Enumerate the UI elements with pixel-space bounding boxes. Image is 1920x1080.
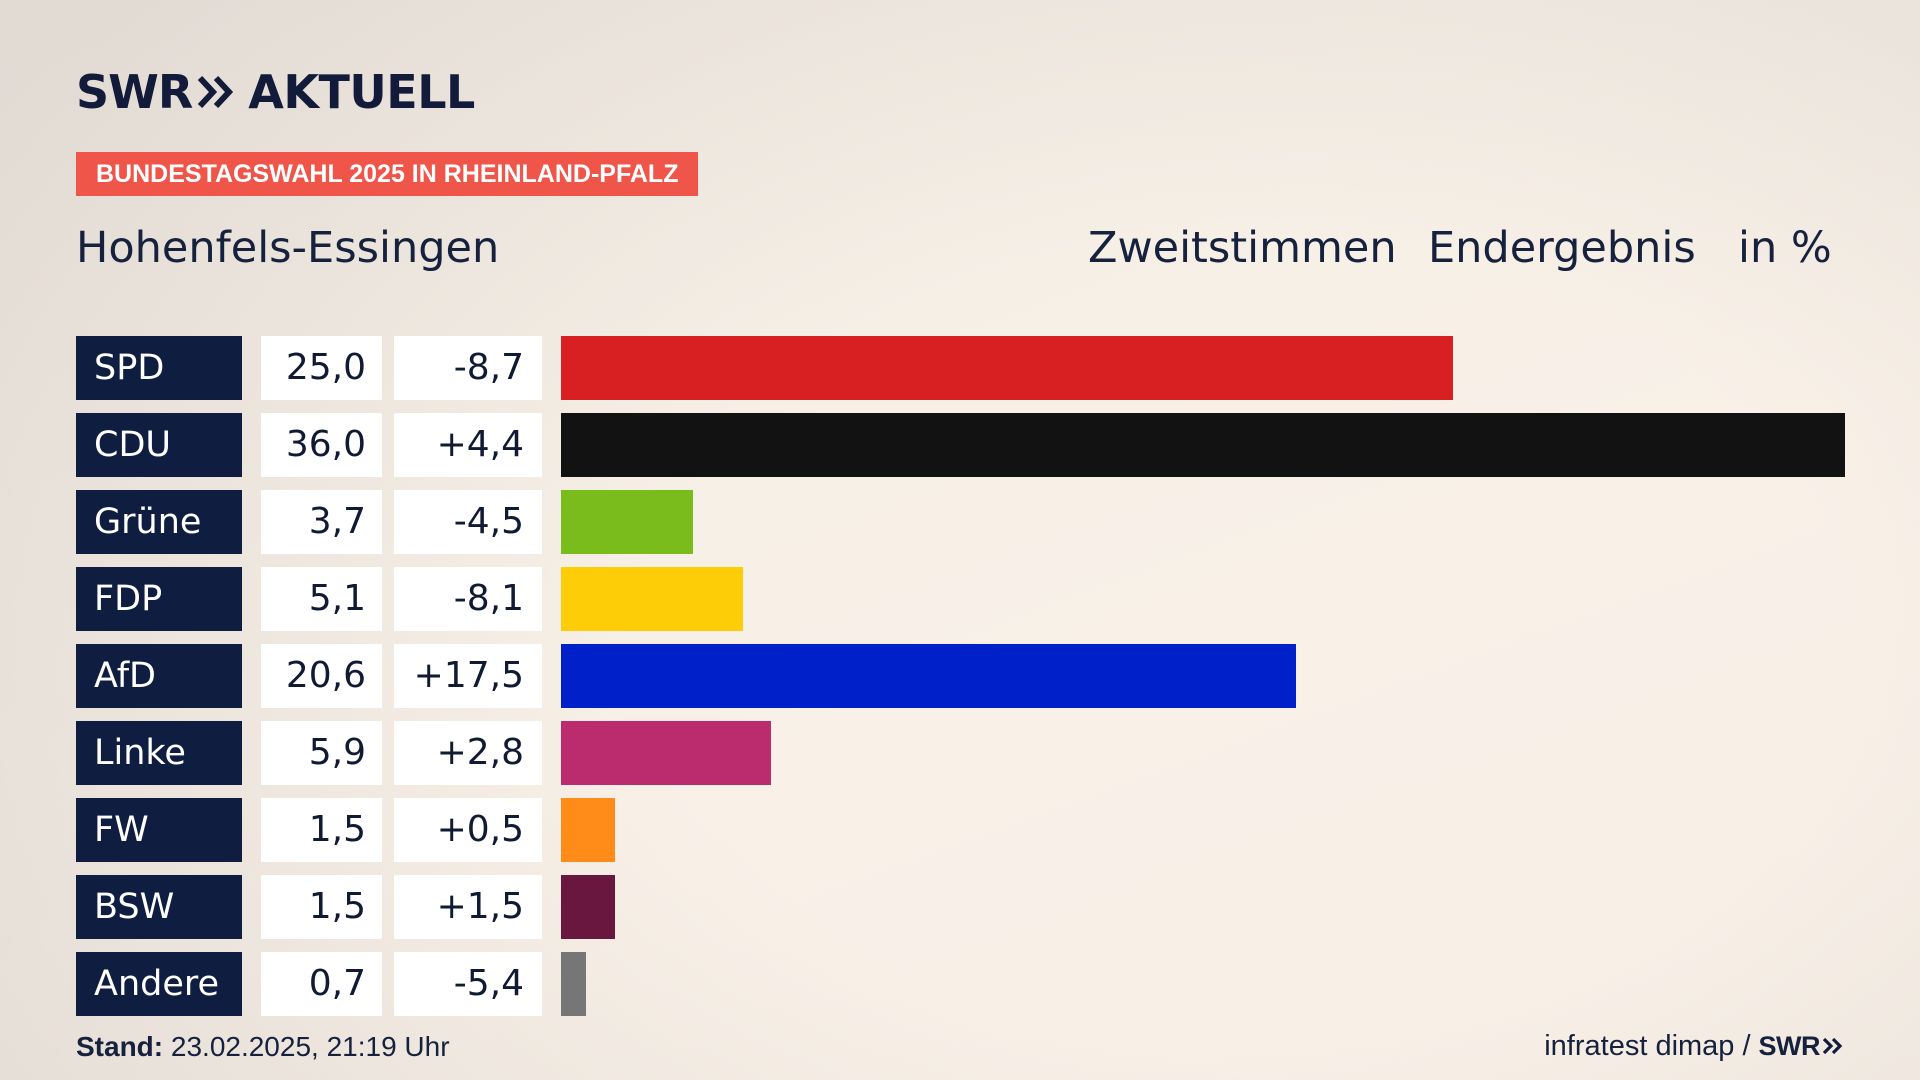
result-bar (561, 567, 743, 631)
source-credit: infratest dimap / SWR (1544, 1028, 1844, 1064)
result-type-label: Endergebnis (1428, 223, 1696, 273)
footer-chevron-icon (1822, 1037, 1843, 1055)
result-bar (561, 413, 1845, 477)
unit-label: in % (1738, 223, 1832, 273)
vote-change-value: -8,7 (394, 336, 542, 400)
vote-share-value: 1,5 (261, 875, 382, 939)
vote-change-value: -4,5 (394, 490, 542, 554)
vote-share-value: 36,0 (261, 413, 382, 477)
vote-change-value: +1,5 (394, 875, 542, 939)
region-title: Hohenfels-Essingen (76, 223, 500, 273)
stand-value: 23.02.2025, 21:19 Uhr (170, 1031, 450, 1062)
timestamp: Stand: 23.02.2025, 21:19 Uhr (76, 1030, 450, 1064)
result-bar (561, 644, 1296, 708)
result-bar (561, 875, 615, 939)
party-label: FDP (76, 567, 242, 631)
party-row-afd: AfD 20,6 +17,5 (76, 644, 1846, 708)
vote-share-value: 5,1 (261, 567, 382, 631)
vote-change-value: +0,5 (394, 798, 542, 862)
vote-change-value: -5,4 (394, 952, 542, 1016)
party-row-gr-ne: Grüne 3,7 -4,5 (76, 490, 1846, 554)
party-row-bsw: BSW 1,5 +1,5 (76, 875, 1846, 939)
vote-share-value: 20,6 (261, 644, 382, 708)
party-row-cdu: CDU 36,0 +4,4 (76, 413, 1846, 477)
election-badge: BUNDESTAGSWAHL 2025 IN RHEINLAND-PFALZ (76, 152, 699, 196)
vote-change-value: +17,5 (394, 644, 542, 708)
party-row-linke: Linke 5,9 +2,8 (76, 721, 1846, 785)
party-row-andere: Andere 0,7 -5,4 (76, 952, 1846, 1016)
result-bar (561, 952, 586, 1016)
result-bar (561, 490, 693, 554)
result-bar (561, 798, 615, 862)
result-bar (561, 721, 771, 785)
vote-change-value: -8,1 (394, 567, 542, 631)
party-label: SPD (76, 336, 242, 400)
party-label: CDU (76, 413, 242, 477)
double-chevron-icon (198, 75, 234, 109)
vote-change-value: +2,8 (394, 721, 542, 785)
vote-share-value: 0,7 (261, 952, 382, 1016)
party-label: BSW (76, 875, 242, 939)
party-row-fdp: FDP 5,1 -8,1 (76, 567, 1846, 631)
vote-change-value: +4,4 (394, 413, 542, 477)
stand-label: Stand: (76, 1031, 164, 1062)
vote-share-value: 1,5 (261, 798, 382, 862)
swr-aktuell-logo: SWR AKTUELL (76, 66, 475, 118)
party-label: Linke (76, 721, 242, 785)
party-label: FW (76, 798, 242, 862)
footer-swr-logo: SWR (1758, 1030, 1821, 1061)
vote-share-value: 3,7 (261, 490, 382, 554)
vote-type-label: Zweitstimmen (1088, 223, 1397, 273)
logo-aktuell-text: AKTUELL (248, 65, 475, 119)
party-row-fw: FW 1,5 +0,5 (76, 798, 1846, 862)
party-label: Andere (76, 952, 242, 1016)
party-label: Grüne (76, 490, 242, 554)
party-label: AfD (76, 644, 242, 708)
party-row-spd: SPD 25,0 -8,7 (76, 336, 1846, 400)
vote-share-value: 5,9 (261, 721, 382, 785)
source-name: infratest dimap (1544, 1029, 1735, 1062)
result-bar (561, 336, 1453, 400)
vote-share-value: 25,0 (261, 336, 382, 400)
source-separator: / (1742, 1029, 1751, 1062)
logo-swr-text: SWR (76, 65, 193, 119)
